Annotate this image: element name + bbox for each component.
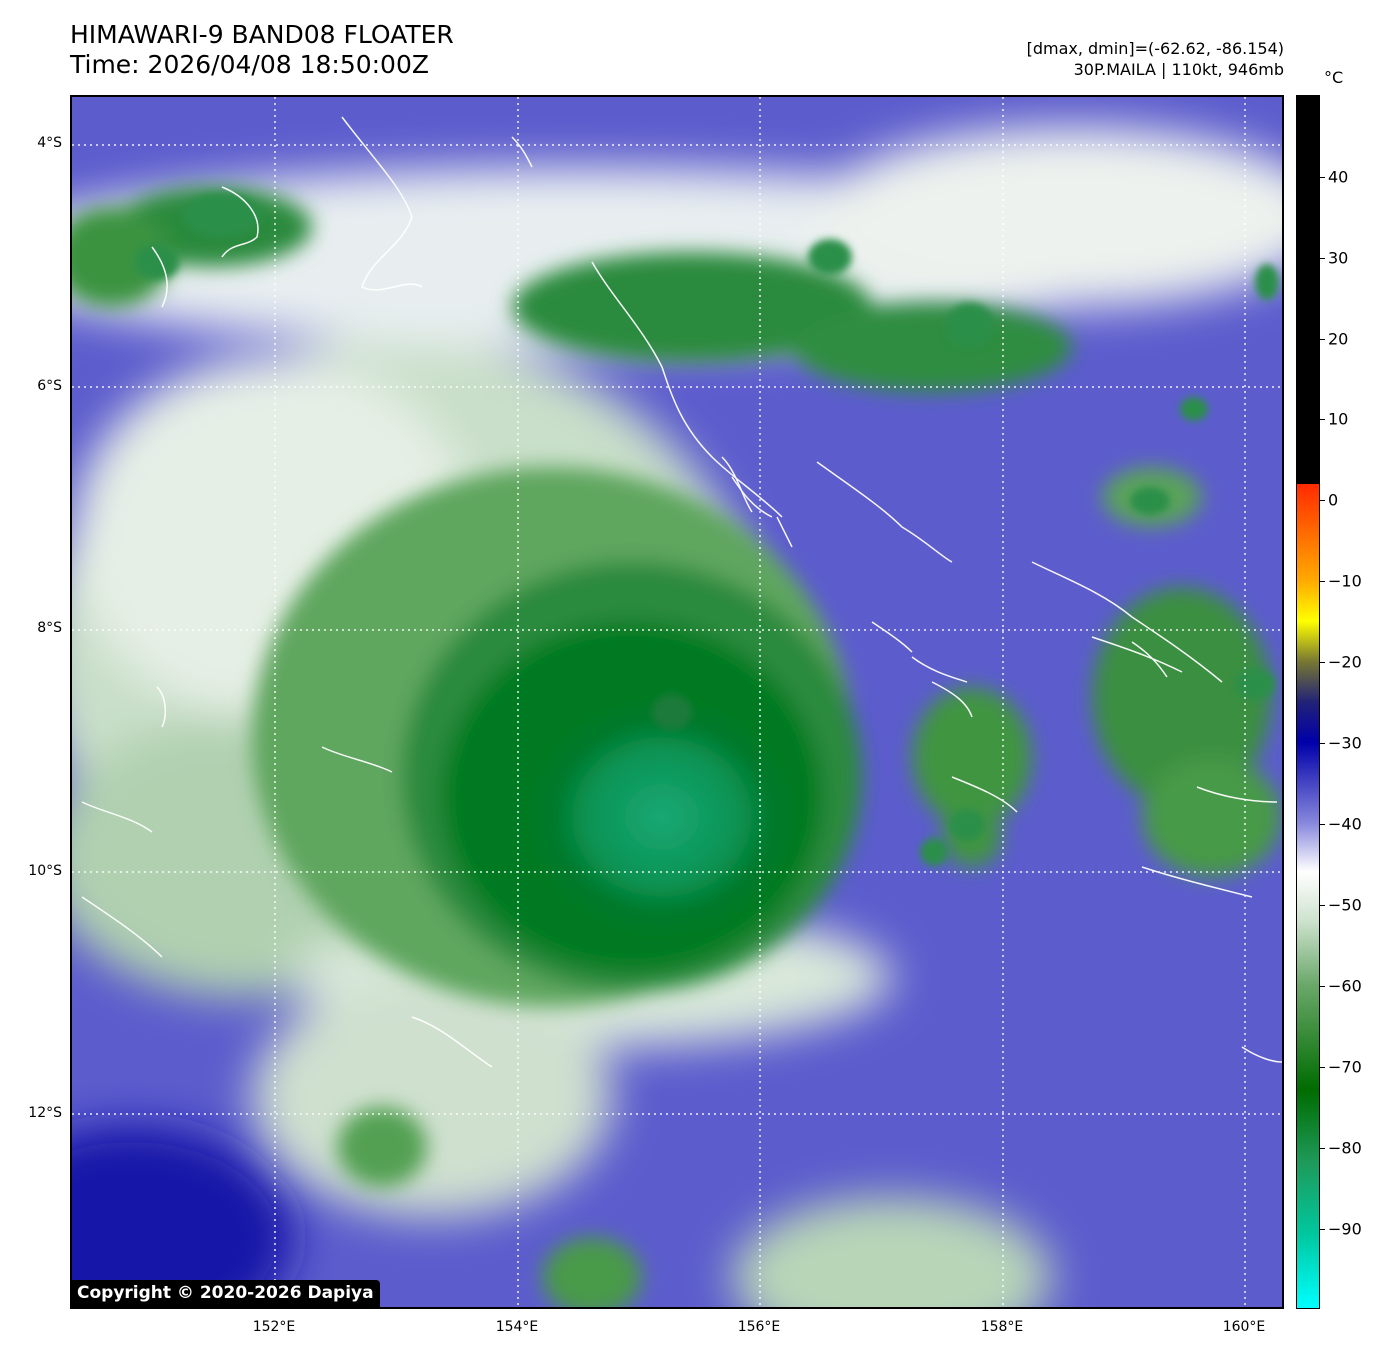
colorbar-tick [1320,581,1325,582]
figure-title: HIMAWARI-9 BAND08 FLOATER Time: 2026/04/… [70,20,454,80]
title-product: HIMAWARI-9 BAND08 FLOATER [70,20,454,49]
colorbar-label: −60 [1328,976,1362,996]
colorbar-label: 30 [1328,248,1349,268]
longitude-label: 154°E [495,1319,539,1335]
colorbar-label: −80 [1328,1138,1362,1158]
colorbar-label: 10 [1328,409,1349,429]
longitude-label: 156°E [737,1319,781,1335]
colorbar-label: −90 [1328,1219,1362,1239]
storm-text: 30P.MAILA | 110kt, 946mb [1073,60,1284,79]
colorbar-tick [1320,824,1325,825]
colorbar-label: −40 [1328,814,1362,834]
range-text: [dmax, dmin]=(-62.62, -86.154) [1026,39,1284,58]
colorbar-tick [1320,905,1325,906]
latitude-label: 10°S [28,863,62,879]
colorbar-label: 0 [1328,490,1339,510]
colorbar-label: −10 [1328,571,1362,591]
colorbar-label: −70 [1328,1057,1362,1077]
colorbar-tick [1320,986,1325,987]
longitude-label: 160°E [1222,1319,1266,1335]
colorbar-tick [1320,177,1325,178]
latitude-label: 8°S [37,620,62,636]
colorbar-tick [1320,419,1325,420]
title-time: Time: 2026/04/08 18:50:00Z [70,50,429,79]
colorbar-tick [1320,500,1325,501]
colorbar [1296,95,1320,1309]
colorbar-label: −30 [1328,733,1362,753]
latitude-label: 12°S [28,1105,62,1121]
colorbar-tick [1320,1229,1325,1230]
colorbar-tick [1320,662,1325,663]
satellite-imagery [72,97,1282,1307]
colorbar-label: 40 [1328,167,1349,187]
figure-meta: [dmax, dmin]=(-62.62, -86.154) 30P.MAILA… [1027,38,1284,80]
colorbar-tick [1320,1148,1325,1149]
copyright-badge: Copyright © 2020-2026 Dapiya [71,1280,380,1307]
colorbar-tick [1320,339,1325,340]
colorbar-tick [1320,258,1325,259]
colorbar-tick [1320,743,1325,744]
colorbar-label: 20 [1328,329,1349,349]
latitude-label: 4°S [37,135,62,151]
colorbar-tick [1320,1067,1325,1068]
longitude-label: 152°E [252,1319,296,1335]
colorbar-label: −50 [1328,895,1362,915]
latitude-label: 6°S [37,378,62,394]
longitude-label: 158°E [980,1319,1024,1335]
colorbar-unit: °C [1324,68,1344,87]
satellite-image [70,95,1284,1309]
colorbar-label: −20 [1328,652,1362,672]
